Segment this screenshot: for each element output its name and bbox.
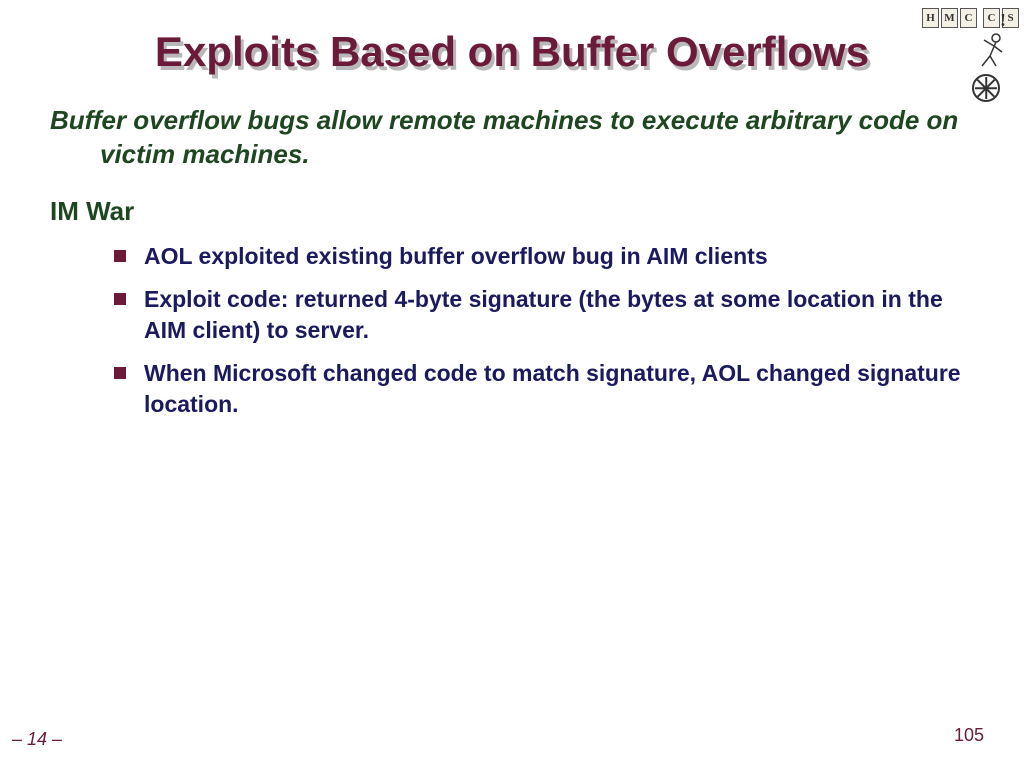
- slide-intro-text: Buffer overflow bugs allow remote machin…: [50, 104, 974, 172]
- bullet-list: AOL exploited existing buffer overflow b…: [50, 241, 974, 420]
- bullet-item: Exploit code: returned 4-byte signature …: [114, 284, 974, 346]
- section-heading: IM War: [50, 196, 974, 227]
- bullet-text: Exploit code: returned 4-byte signature …: [144, 286, 943, 343]
- bullet-text: When Microsoft changed code to match sig…: [144, 360, 961, 417]
- footer-page-right: 105: [954, 725, 984, 746]
- slide-title-wrap: Exploits Based on Buffer Overflows Explo…: [50, 28, 974, 76]
- logo-wheel-icon: [972, 74, 1000, 102]
- bullet-item: AOL exploited existing buffer overflow b…: [114, 241, 974, 272]
- logo-exclaim-icon: !: [1000, 10, 1006, 31]
- bullet-text: AOL exploited existing buffer overflow b…: [144, 243, 768, 269]
- logo-letter: H: [922, 8, 939, 28]
- footer-page-left: – 14 –: [12, 729, 62, 750]
- slide-intro: Buffer overflow bugs allow remote machin…: [50, 104, 974, 172]
- logo-letter: C: [983, 8, 1000, 28]
- logo-stick-figure-icon: [976, 32, 1004, 68]
- logo-letter: M: [941, 8, 958, 28]
- slide: H M C C S ! Exploits Based on Buffer Ove…: [0, 0, 1024, 768]
- bullet-item: When Microsoft changed code to match sig…: [114, 358, 974, 420]
- logo-letter: C: [960, 8, 977, 28]
- slide-title: Exploits Based on Buffer Overflows: [50, 28, 974, 76]
